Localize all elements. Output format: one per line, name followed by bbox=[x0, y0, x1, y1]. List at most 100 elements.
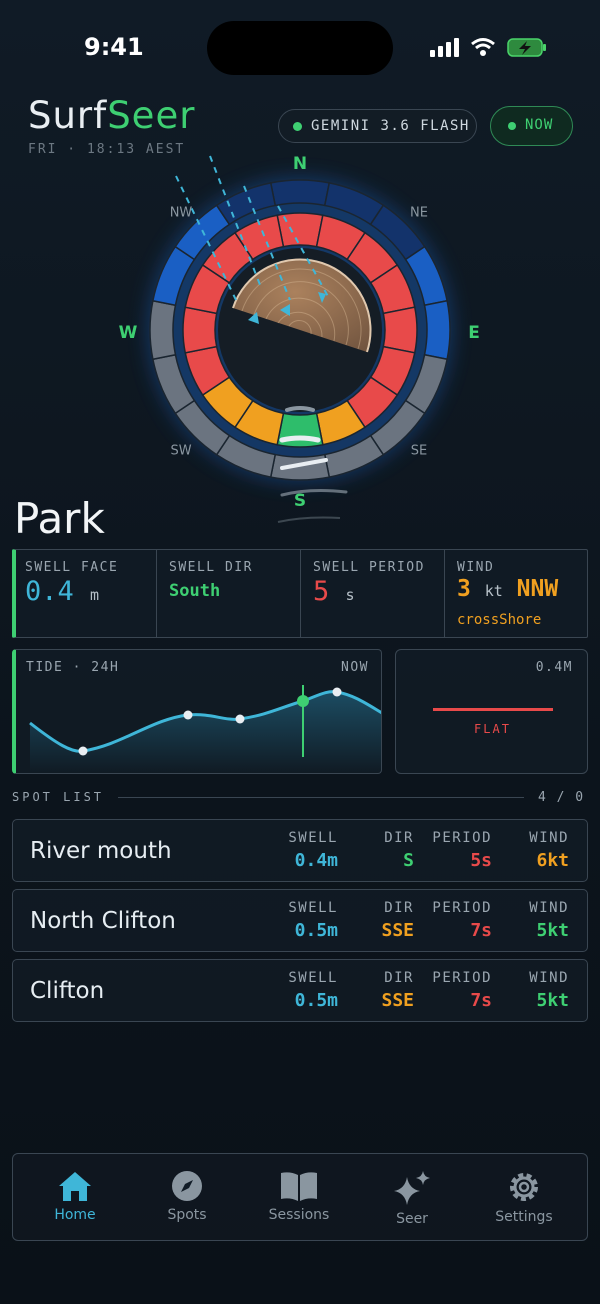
icon bbox=[510, 1173, 538, 1201]
now-chip[interactable]: NOW bbox=[490, 106, 573, 146]
unit: s bbox=[345, 586, 355, 604]
spot-name: Park bbox=[14, 494, 105, 543]
spot-row-period: 7s bbox=[470, 920, 492, 941]
unit: kt bbox=[484, 582, 503, 600]
nav-label: Spots bbox=[167, 1207, 207, 1223]
ring-segment bbox=[149, 299, 177, 361]
ring-segment bbox=[269, 179, 331, 207]
spot-row-period: 7s bbox=[470, 990, 492, 1011]
spot-row-wind: 6kt bbox=[536, 850, 569, 871]
ring-segment bbox=[423, 299, 451, 361]
stat-cell: SWELL PERIOD 5 s bbox=[301, 550, 445, 638]
icon bbox=[394, 1171, 430, 1205]
spot-row-wind: 5kt bbox=[536, 920, 569, 941]
icon bbox=[59, 1172, 91, 1201]
spot-list-count: 4 / 0 bbox=[538, 790, 585, 805]
column-header: SWELL bbox=[288, 830, 338, 846]
status-dot bbox=[293, 122, 302, 131]
brand-part: Surf bbox=[28, 94, 108, 137]
flat-line bbox=[433, 708, 553, 711]
compass-label: S bbox=[294, 491, 306, 511]
stat-cell: SWELL DIR South bbox=[157, 550, 301, 638]
status-icons bbox=[430, 38, 546, 57]
model-name: GEMINI 3.6 FLASH bbox=[311, 118, 470, 134]
column-header: WIND bbox=[529, 900, 569, 916]
nav-label: Sessions bbox=[268, 1207, 330, 1223]
column-header: WIND bbox=[529, 830, 569, 846]
nav-spots[interactable]: Spots bbox=[131, 1153, 243, 1241]
brand-part: Seer bbox=[107, 94, 196, 137]
header-subtitle: FRI · 18:13 AEST bbox=[28, 142, 186, 157]
spot-row-swell: 0.4m bbox=[294, 850, 338, 871]
divider bbox=[118, 797, 524, 798]
spot-row-swell: 0.5m bbox=[294, 920, 338, 941]
spot-row[interactable]: Clifton SWELL 0.5m DIR SSE PERIOD 7s WIND 5kt bbox=[12, 959, 588, 1022]
icon bbox=[172, 1171, 202, 1201]
ring-segment bbox=[215, 181, 277, 226]
tide-card: TIDE · 24H NOW bbox=[12, 649, 382, 774]
value: 3 bbox=[457, 576, 471, 602]
compass-label: SW bbox=[170, 444, 191, 459]
icon bbox=[281, 1172, 317, 1201]
compass-label: E bbox=[468, 323, 480, 343]
stat-value: 0.4 m bbox=[25, 576, 99, 607]
spot-row[interactable]: River mouth SWELL 0.4m DIR S PERIOD 5s WIND 6kt bbox=[12, 819, 588, 882]
stat-label: SWELL PERIOD bbox=[313, 560, 425, 575]
column-header: DIR bbox=[384, 830, 414, 846]
spot-row-dir: SSE bbox=[381, 920, 414, 941]
compass-label: NE bbox=[410, 206, 428, 221]
wind-dir: NNW bbox=[516, 576, 559, 602]
app-brand: SurfSeer bbox=[28, 94, 195, 137]
stat-value: South bbox=[169, 581, 221, 601]
nav-settings[interactable]: Settings bbox=[468, 1153, 580, 1241]
spot-row-name: River mouth bbox=[30, 838, 172, 864]
wave-card: 0.4M FLAT bbox=[395, 649, 588, 774]
stat-cell: WIND 3 kt NNW crossShore bbox=[445, 550, 588, 638]
nav-sessions[interactable]: Sessions bbox=[243, 1153, 355, 1241]
status-dot bbox=[508, 122, 516, 130]
spot-row[interactable]: North Clifton SWELL 0.5m DIR SSE PERIOD 7s WIND… bbox=[12, 889, 588, 952]
stat-cards: SWELL FACE 0.4 m SWELL DIR South SWELL P… bbox=[12, 549, 588, 638]
nav-seer[interactable]: Seer bbox=[356, 1153, 468, 1241]
value: 5 bbox=[313, 576, 330, 607]
stat-cell: SWELL FACE 0.4 m bbox=[16, 550, 157, 638]
tide-now: NOW bbox=[341, 660, 369, 675]
nav-home[interactable]: Home bbox=[19, 1153, 131, 1241]
spot-row-dir: SSE bbox=[381, 990, 414, 1011]
wind-note: crossShore bbox=[457, 612, 542, 628]
spot-row-name: North Clifton bbox=[30, 908, 176, 934]
spot-row-period: 5s bbox=[470, 850, 492, 871]
tide-curve bbox=[29, 685, 381, 773]
compass-label: SE bbox=[411, 444, 427, 459]
spot-row-wind: 5kt bbox=[536, 990, 569, 1011]
ring-segment bbox=[233, 214, 285, 261]
tide-title: TIDE · 24H bbox=[26, 660, 120, 675]
compass-label: W bbox=[119, 323, 138, 343]
spot-row-dir: S bbox=[403, 850, 414, 871]
value: 0.4 bbox=[25, 576, 74, 607]
nav-label: Seer bbox=[396, 1211, 428, 1227]
ring-segment bbox=[269, 453, 331, 481]
column-header: PERIOD bbox=[432, 900, 492, 916]
wave-height: 0.4M bbox=[535, 660, 573, 675]
spot-row-swell: 0.5m bbox=[294, 990, 338, 1011]
column-header: SWELL bbox=[288, 970, 338, 986]
stat-label: WIND bbox=[457, 560, 495, 575]
spot-list-title: SPOT LIST bbox=[12, 790, 105, 804]
column-header: PERIOD bbox=[432, 970, 492, 986]
compass-label: N bbox=[293, 154, 307, 174]
compass-label: NW bbox=[170, 206, 193, 221]
stat-value: 3 kt NNW bbox=[457, 576, 558, 602]
column-header: PERIOD bbox=[432, 830, 492, 846]
stat-label: SWELL FACE bbox=[25, 560, 119, 575]
nav-label: Settings bbox=[495, 1209, 553, 1225]
column-header: WIND bbox=[529, 970, 569, 986]
stat-label: SWELL DIR bbox=[169, 560, 253, 575]
swell-compass: N NE E SE S SW W NW bbox=[119, 154, 480, 523]
unit: m bbox=[90, 586, 100, 604]
status-time: 9:41 bbox=[84, 33, 144, 61]
nav-label: Home bbox=[54, 1207, 96, 1223]
model-chip[interactable]: GEMINI 3.6 FLASH bbox=[278, 109, 477, 143]
